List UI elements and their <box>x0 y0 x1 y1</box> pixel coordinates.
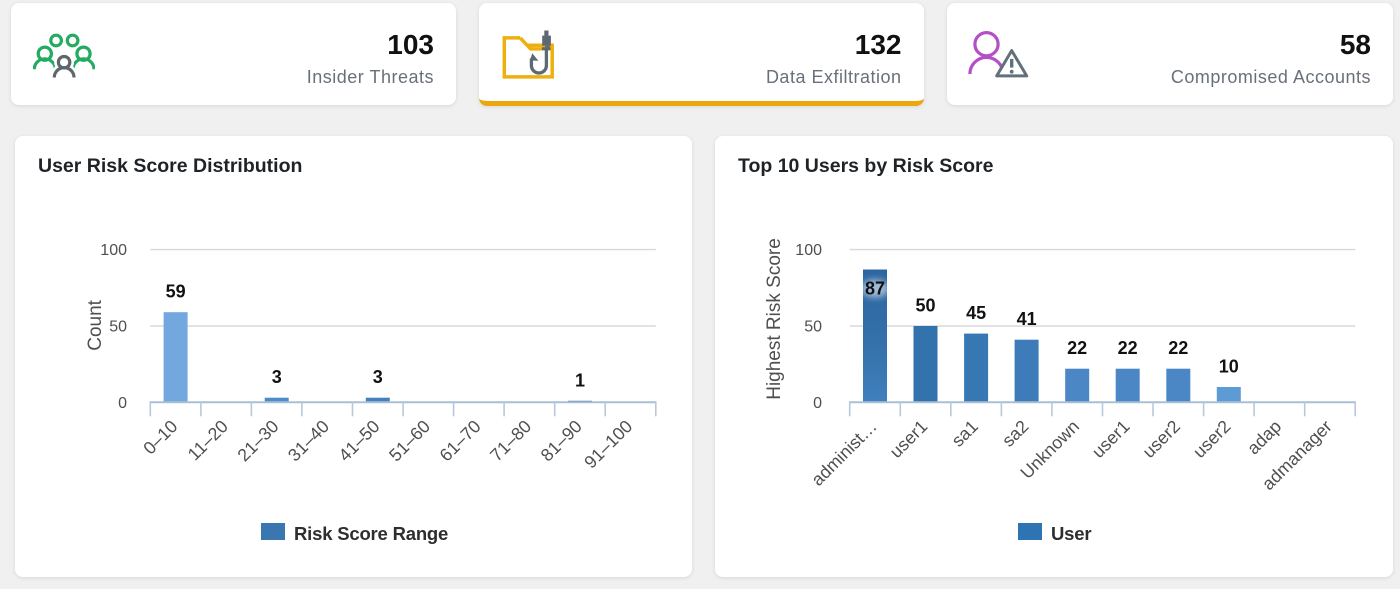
svg-text:11–20: 11–20 <box>184 416 232 464</box>
svg-text:100: 100 <box>795 242 822 259</box>
svg-text:administ…: administ… <box>807 416 881 490</box>
svg-text:user1: user1 <box>1088 416 1134 462</box>
svg-text:3: 3 <box>272 367 282 387</box>
svg-text:81–90: 81–90 <box>537 416 586 465</box>
svg-text:Highest Risk Score: Highest Risk Score <box>764 238 785 400</box>
svg-text:87: 87 <box>865 279 885 299</box>
svg-text:10: 10 <box>1219 357 1239 377</box>
svg-text:31–40: 31–40 <box>284 416 333 465</box>
svg-text:user2: user2 <box>1189 416 1235 462</box>
svg-text:45: 45 <box>966 303 986 323</box>
svg-text:0: 0 <box>813 395 822 412</box>
svg-text:41–50: 41–50 <box>335 416 384 465</box>
svg-text:Count: Count <box>85 299 106 350</box>
svg-text:71–80: 71–80 <box>486 416 535 465</box>
svg-text:61–70: 61–70 <box>436 416 485 465</box>
svg-text:50: 50 <box>109 319 127 336</box>
svg-text:50: 50 <box>915 296 935 316</box>
svg-text:sa2: sa2 <box>998 416 1032 450</box>
svg-text:41: 41 <box>1017 309 1037 329</box>
svg-text:51–60: 51–60 <box>385 416 434 465</box>
svg-text:22: 22 <box>1168 338 1188 358</box>
svg-text:22: 22 <box>1118 338 1138 358</box>
svg-text:user2: user2 <box>1139 416 1185 462</box>
svg-text:0–10: 0–10 <box>139 416 181 458</box>
svg-text:100: 100 <box>100 242 127 259</box>
svg-text:user1: user1 <box>886 416 932 462</box>
svg-text:3: 3 <box>373 367 383 387</box>
svg-text:59: 59 <box>166 282 186 302</box>
svg-text:0: 0 <box>118 395 127 412</box>
svg-text:91–100: 91–100 <box>580 416 636 472</box>
svg-text:1: 1 <box>575 370 585 390</box>
svg-text:21–30: 21–30 <box>233 416 282 465</box>
svg-text:adap: adap <box>1243 416 1285 458</box>
svg-text:22: 22 <box>1067 338 1087 358</box>
svg-text:50: 50 <box>804 319 822 336</box>
svg-text:sa1: sa1 <box>948 416 982 450</box>
